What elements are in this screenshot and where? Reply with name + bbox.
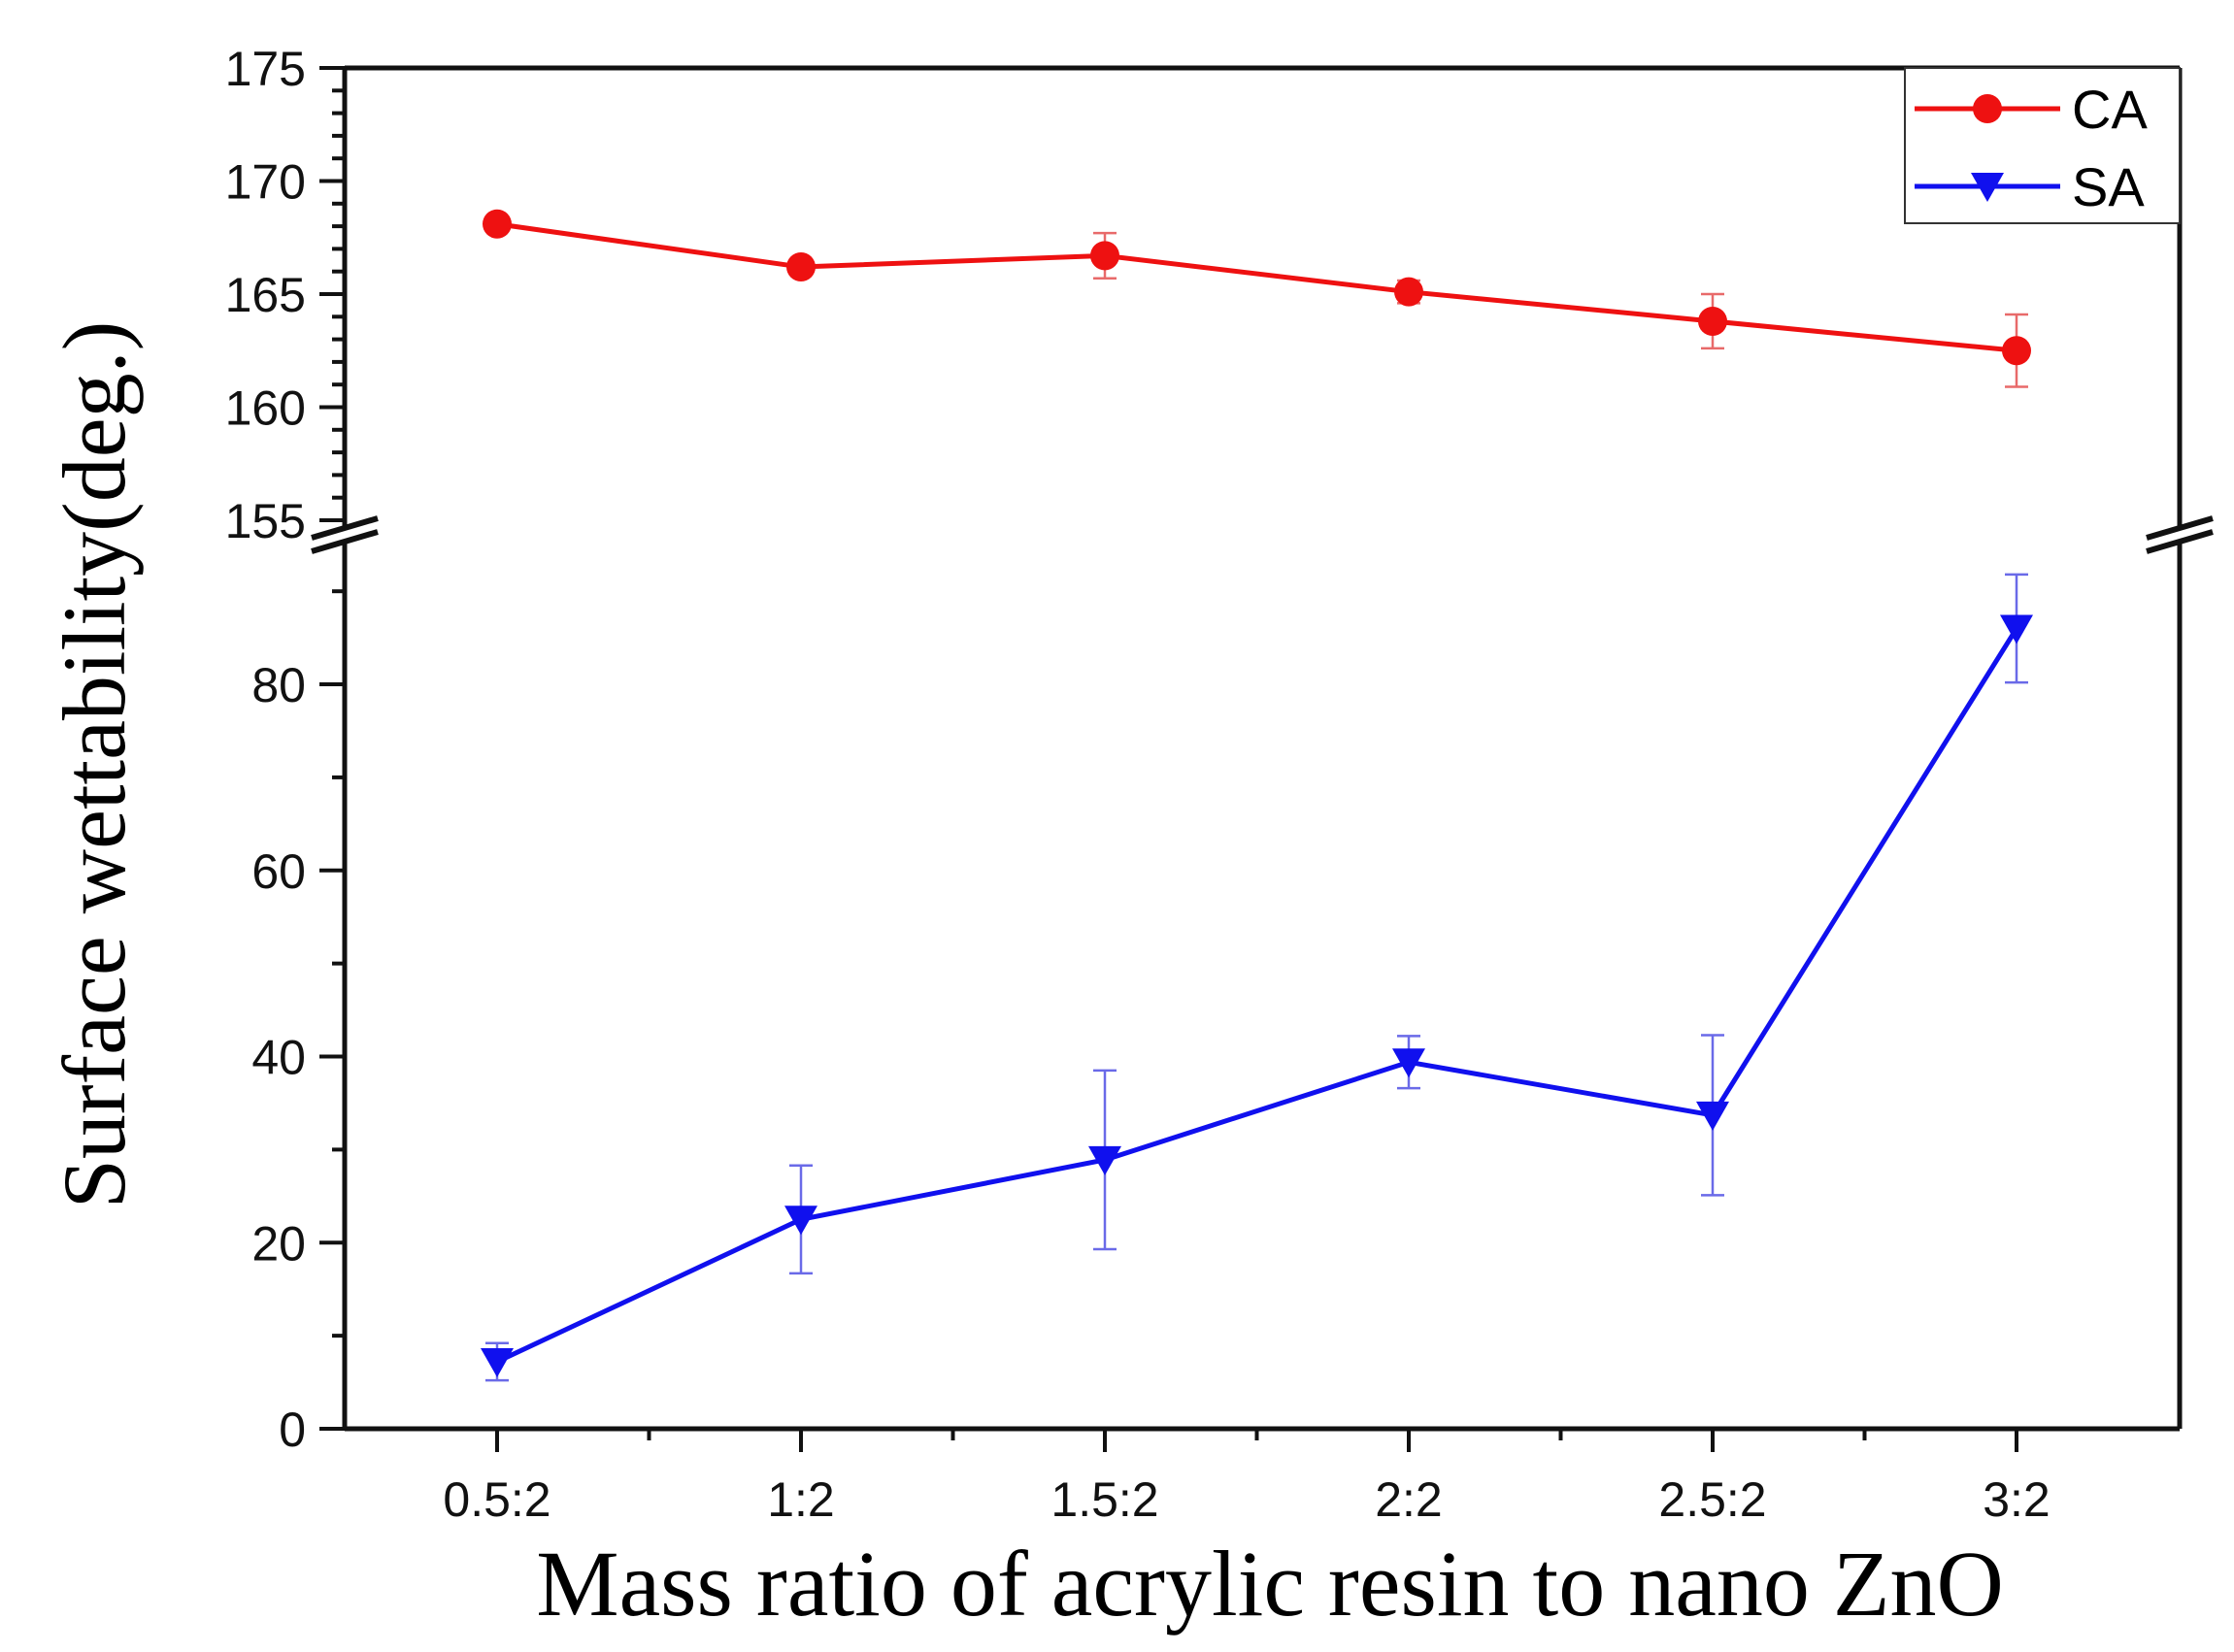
legend-label-ca: CA: [2072, 79, 2148, 140]
y-tick-label: 165: [225, 268, 306, 322]
axis-break-mark-left-1: [311, 515, 379, 541]
y-tick-label: 20: [251, 1216, 306, 1271]
data-point-sa: [1696, 1101, 1729, 1131]
x-axis-title: Mass ratio of acrylic resin to nano ZnO: [536, 1532, 2004, 1635]
x-tick-label: 0.5:2: [443, 1472, 550, 1527]
x-tick-label: 1:2: [767, 1472, 835, 1527]
data-point-ca: [1698, 306, 1727, 336]
x-tick-label: 2:2: [1375, 1472, 1443, 1527]
legend-marker-ca: [1973, 94, 2002, 123]
legend-label-sa: SA: [2072, 156, 2145, 217]
legend-marker-sa: [1971, 173, 2004, 202]
y-tick-label: 155: [225, 494, 306, 548]
x-tick-label: 3:2: [1983, 1472, 2051, 1527]
data-point-sa: [784, 1206, 817, 1236]
y-tick-label: 170: [225, 155, 306, 210]
y-tick-label: 160: [225, 381, 306, 436]
series-line-ca: [496, 221, 2017, 353]
series-ca: [483, 209, 2031, 388]
data-point-sa: [2000, 614, 2033, 644]
y-tick-label: 80: [251, 658, 306, 712]
axis-break-mark-left-2: [311, 529, 379, 554]
y-tick-label: 0: [279, 1403, 306, 1457]
legend: CA SA: [1904, 67, 2181, 224]
legend-box: [1904, 67, 2181, 224]
data-point-sa: [1088, 1145, 1121, 1175]
data-point-ca: [1090, 241, 1119, 271]
y-axis-title: Surface wettability(deg.): [45, 321, 144, 1209]
y-axis-ticks: 155 160 165 170 175 0 20 40 60 80: [225, 42, 345, 1457]
series-sa: [481, 573, 2033, 1382]
axis-break-mark-right-1: [2146, 515, 2214, 541]
series-line-sa: [495, 627, 2019, 1365]
x-axis-ticks: 0.5:2 1:2 1.5:2 2:2 2.5:2 3:2: [443, 1429, 2051, 1527]
series-layer: [481, 209, 2033, 1382]
x-tick-label: 1.5:2: [1050, 1472, 1158, 1527]
data-point-ca: [1394, 277, 1423, 307]
y-tick-label: 60: [251, 844, 306, 899]
data-point-sa: [1392, 1048, 1425, 1078]
data-point-ca: [786, 252, 816, 282]
axis-break-mark-right-2: [2146, 529, 2214, 554]
x-tick-label: 2.5:2: [1658, 1472, 1766, 1527]
y-tick-label: 175: [225, 42, 306, 96]
data-point-ca: [483, 209, 512, 239]
data-point-sa: [481, 1347, 514, 1377]
y-tick-label: 40: [251, 1031, 306, 1085]
data-point-ca: [2002, 336, 2031, 366]
